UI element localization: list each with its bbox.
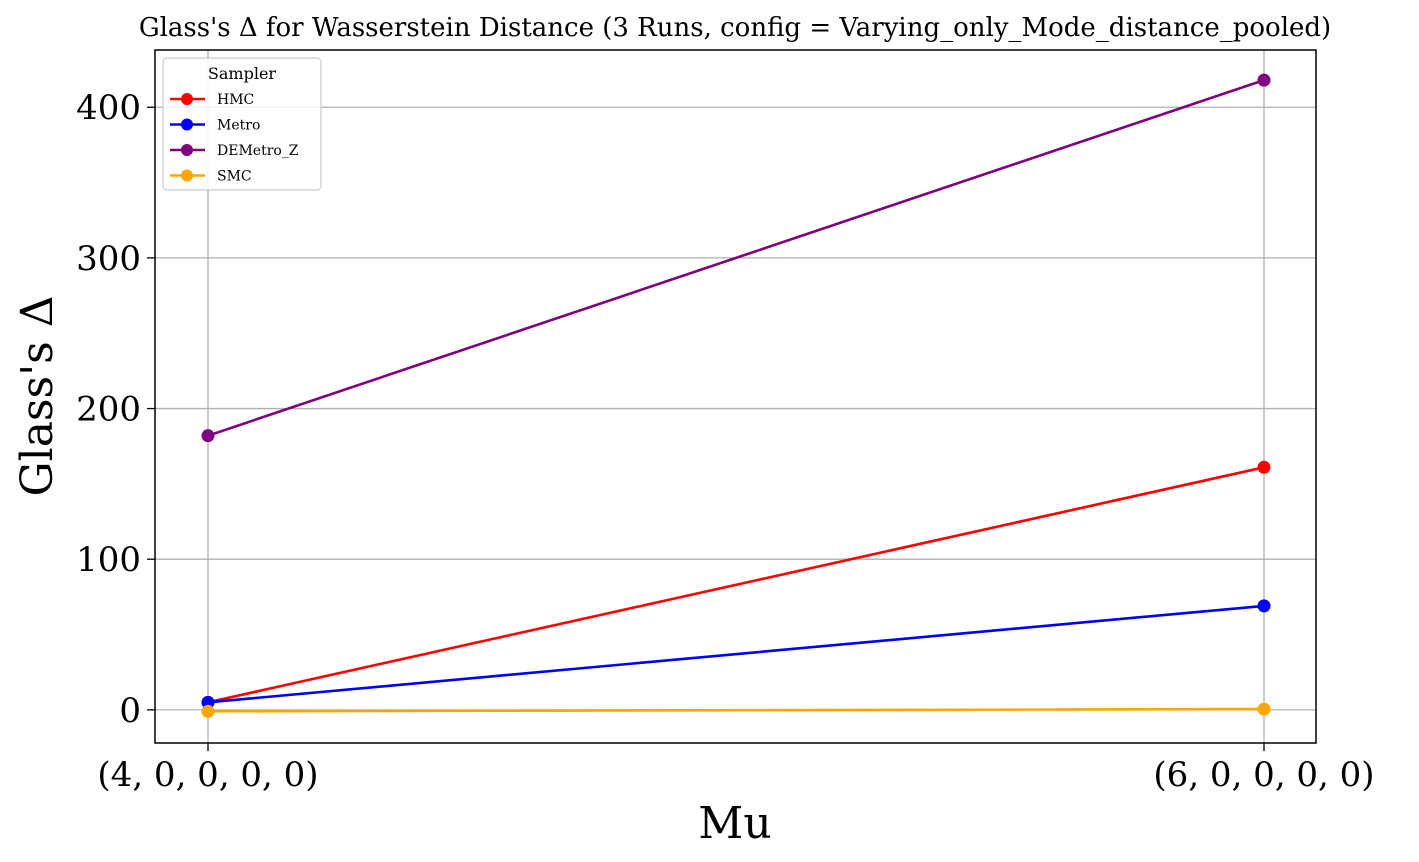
- series-line-demetro_z: [207, 78, 1265, 437]
- y-tick-label: 200: [76, 390, 141, 430]
- data-point-metro: [201, 695, 215, 709]
- plot-frame: [154, 49, 1317, 744]
- data-point-smc: [201, 704, 215, 718]
- legend-swatch-marker: [181, 93, 193, 105]
- data-point-demetro_z: [1257, 73, 1271, 87]
- y-tick-label: 100: [76, 540, 141, 580]
- x-axis-label: Mu: [698, 798, 771, 849]
- data-point-demetro_z: [201, 429, 215, 443]
- grid: [155, 50, 1316, 743]
- legend-title: Sampler: [208, 64, 277, 83]
- y-tick-label: 0: [119, 691, 141, 731]
- data-point-smc: [1257, 702, 1271, 716]
- axes: 0 100 200 300 400 (4, 0, 0, 0, 0) (6, 0, 0, 0,…: [76, 88, 1374, 795]
- chart-title: Glass's Δ for Wasserstein Distance (3 Ru…: [139, 13, 1331, 43]
- series-line-smc: [207, 707, 1265, 713]
- legend: Sampler HMC Metro DEMetro_Z SMC: [162, 57, 322, 191]
- legend-label-smc: SMC: [217, 169, 252, 185]
- series-line-hmc: [207, 466, 1265, 704]
- y-tick-label: 300: [76, 239, 141, 279]
- data-point-hmc: [1257, 460, 1271, 474]
- x-tick-label: (6, 0, 0, 0, 0): [1153, 755, 1374, 795]
- legend-label-hmc: HMC: [217, 92, 254, 108]
- legend-frame: [162, 57, 322, 191]
- y-tick-label: 400: [76, 88, 141, 128]
- data-point-metro: [1257, 599, 1271, 613]
- x-tick-label: (4, 0, 0, 0, 0): [97, 755, 318, 795]
- legend-swatch-marker: [181, 169, 193, 182]
- series-line-metro: [207, 604, 1265, 704]
- legend-label-metro: Metro: [217, 118, 260, 134]
- y-axis-label: Glass's Δ: [12, 295, 63, 496]
- legend-swatch-marker: [181, 118, 193, 131]
- legend-swatch-marker: [181, 144, 193, 156]
- series-layer: [201, 73, 1271, 718]
- legend-label-demetro_z: DEMetro_Z: [217, 143, 299, 159]
